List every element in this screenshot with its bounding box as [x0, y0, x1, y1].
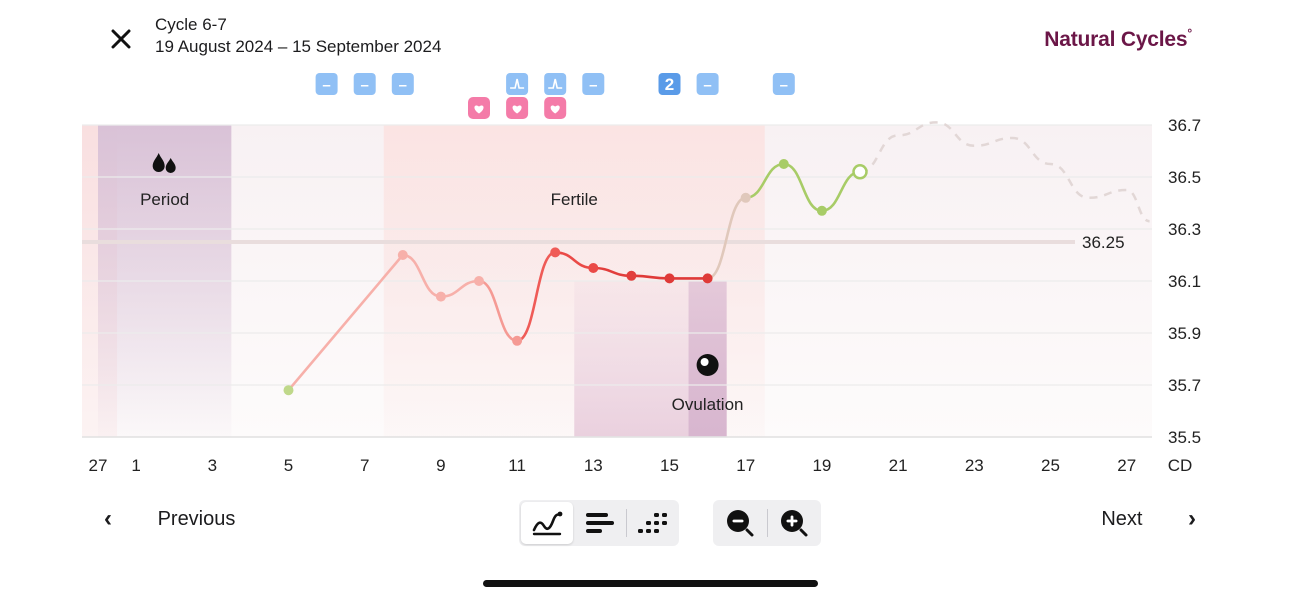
marker-text: 2 [665, 75, 674, 94]
temperature-line-segment [516, 251, 556, 343]
x-tick-label: 1 [131, 456, 140, 475]
x-tick-label: 25 [1041, 456, 1060, 475]
zoom-controls [713, 500, 821, 546]
marker-dash-icon [353, 73, 376, 95]
x-unit-label: CD [1168, 456, 1193, 475]
close-icon[interactable] [104, 22, 138, 56]
marker-count-badge [658, 73, 681, 95]
temperature-point [397, 250, 408, 260]
ovulation-zone-label: Ovulation [672, 395, 744, 414]
y-tick-label: 36.3 [1168, 220, 1201, 239]
temperature-point [702, 273, 713, 284]
lh-test-glyph [510, 78, 525, 89]
previous-cycle-button[interactable]: ‹ Previous [104, 505, 235, 533]
marker-text: – [780, 77, 788, 94]
x-tick-label: 11 [508, 456, 526, 475]
x-tick-label: 15 [660, 456, 679, 475]
y-tick-label: 35.7 [1168, 376, 1201, 395]
marker-dash-icon [582, 73, 605, 95]
zoom-divider [766, 509, 768, 537]
temperature-point [435, 291, 446, 302]
view-mode-selector [519, 500, 679, 546]
marker-dash-icon [391, 73, 414, 95]
heart-icon [550, 105, 560, 114]
temperature-point [550, 247, 561, 258]
temperature-line-segment [783, 162, 823, 213]
marker-dash-icon [315, 73, 338, 95]
temperature-chart: Period FertileOvulation36.736.536.336.135… [82, 73, 1201, 475]
heart-icon [474, 105, 484, 114]
marker-text: – [703, 77, 711, 94]
heart-icon [512, 105, 522, 114]
zoom-out-button[interactable] [713, 502, 767, 544]
brand-name: Natural Cycles [1044, 28, 1188, 51]
graph-view-button[interactable] [521, 502, 574, 544]
zoom-in-icon [781, 510, 808, 537]
next-cycle-button[interactable]: Next › [1101, 505, 1196, 533]
temperature-point [852, 164, 868, 180]
segment-divider [625, 509, 627, 537]
x-tick-label: 27 [89, 456, 108, 475]
temperature-line-segment [287, 254, 404, 392]
temperature-point [778, 159, 789, 169]
y-tick-label: 36.5 [1168, 168, 1201, 187]
cycle-title-block: Cycle 6-7 19 August 2024 – 15 September … [155, 14, 441, 58]
marker-dash-icon [696, 73, 719, 95]
x-tick-label: 3 [208, 456, 217, 475]
temperature-point [512, 335, 523, 346]
x-tick-label: 19 [812, 456, 831, 475]
bars-icon [585, 513, 614, 533]
marker-lh-test-icon [506, 73, 529, 95]
list-view-button[interactable] [573, 502, 625, 544]
x-tick-label: 23 [965, 456, 984, 475]
x-tick-label: 17 [736, 456, 755, 475]
marker-text: – [361, 77, 369, 94]
chevron-right-icon: › [1188, 505, 1196, 532]
temperature-line-segment [707, 196, 747, 280]
marker-text: – [399, 77, 407, 94]
line-graph-icon [532, 511, 563, 536]
cycle-label: Cycle 6-7 [155, 15, 227, 34]
x-tick-label: 7 [360, 456, 369, 475]
temperature-point [664, 273, 675, 284]
coverline-label: 36.25 [1082, 233, 1125, 252]
temperature-point [283, 385, 294, 396]
temperature-point [588, 263, 599, 273]
lh-test-glyph [548, 78, 563, 89]
fertile-zone-label: Fertile [551, 190, 598, 209]
marker-text: – [322, 77, 330, 94]
y-tick-label: 36.7 [1168, 116, 1201, 135]
x-tick-label: 9 [436, 456, 445, 475]
temperature-point [740, 192, 751, 203]
previous-label: Previous [157, 507, 236, 530]
y-tick-label: 35.5 [1168, 428, 1201, 447]
marker-dash-icon [772, 73, 795, 95]
egg-icon [696, 354, 719, 376]
temperature-point [474, 276, 484, 286]
predicted-temperature-line [859, 121, 1150, 223]
temperature-line-segment [478, 279, 518, 343]
temperature-point [626, 270, 637, 281]
zoom-out-icon [726, 510, 754, 537]
brand-mark: ° [1187, 26, 1192, 40]
scatter-dots-icon [637, 513, 667, 533]
cycle-date-range: 19 August 2024 – 15 September 2024 [155, 37, 442, 56]
home-indicator [483, 580, 818, 587]
x-tick-label: 5 [284, 456, 293, 475]
period-zone-label: Period [140, 190, 189, 209]
brand-logo: Natural Cycles° [1044, 26, 1192, 52]
temperature-point [816, 205, 827, 216]
next-label: Next [1101, 507, 1143, 530]
dots-view-button[interactable] [627, 502, 679, 544]
marker-lh-test-icon [544, 73, 567, 95]
x-tick-label: 21 [889, 456, 908, 475]
x-tick-label: 27 [1117, 456, 1136, 475]
y-tick-label: 35.9 [1168, 324, 1201, 343]
marker-text: – [589, 77, 597, 94]
y-tick-label: 36.1 [1168, 272, 1201, 291]
x-tick-label: 13 [584, 456, 603, 475]
chevron-left-icon: ‹ [104, 505, 112, 532]
zoom-in-button[interactable] [767, 502, 821, 544]
drops-icon [152, 153, 176, 173]
